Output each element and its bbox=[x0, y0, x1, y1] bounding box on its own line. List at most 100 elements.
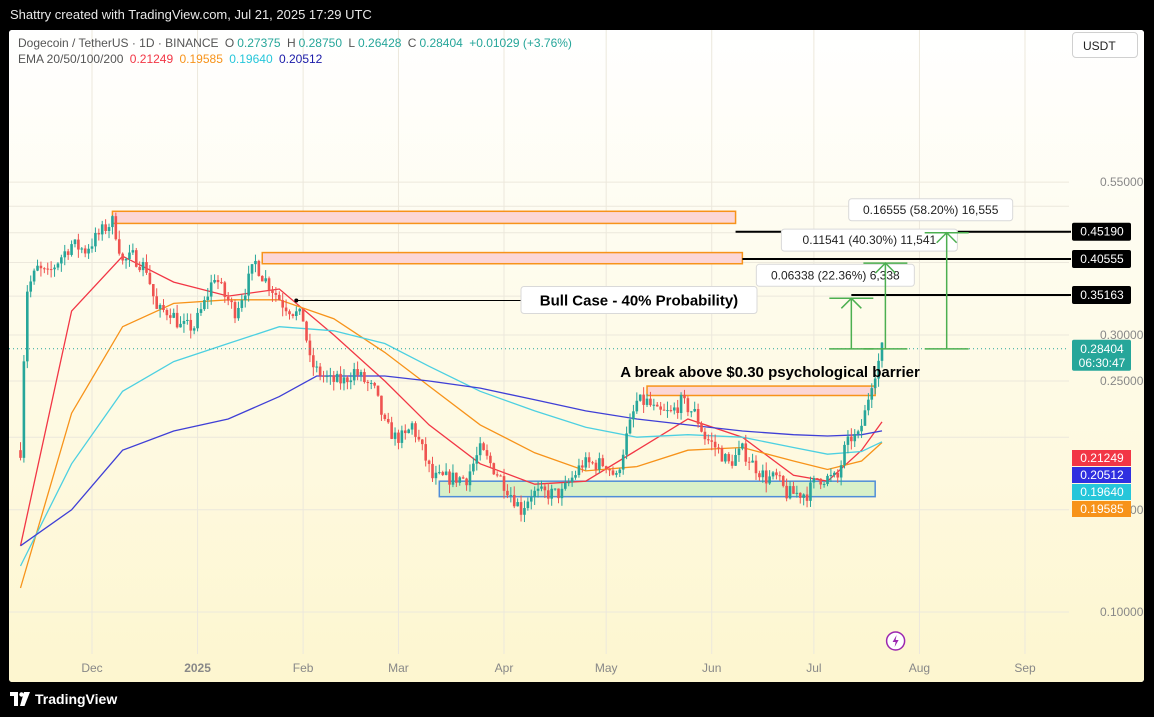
tradingview-logo[interactable]: TradingView bbox=[10, 691, 117, 707]
ema-tag-label: 0.21249 bbox=[1080, 451, 1124, 465]
candle-body bbox=[94, 233, 97, 247]
candle-body bbox=[819, 478, 822, 485]
candle-body bbox=[260, 275, 264, 282]
candle-body bbox=[281, 300, 284, 308]
candle-body bbox=[223, 282, 227, 297]
candle-body bbox=[751, 460, 754, 463]
ema-label[interactable]: EMA 20/50/100/200 bbox=[18, 52, 124, 66]
candle-body bbox=[502, 476, 506, 491]
candle-body bbox=[121, 253, 124, 261]
price-tick-label: 0.25000 bbox=[1100, 374, 1144, 388]
candle-body bbox=[220, 282, 223, 284]
candle-body bbox=[291, 314, 295, 317]
candle-body bbox=[700, 423, 703, 432]
candle-body bbox=[696, 408, 700, 424]
candle-body bbox=[29, 281, 33, 292]
candle-body bbox=[288, 311, 291, 315]
candle-body bbox=[407, 429, 410, 434]
chart-frame[interactable]: Bull Case - 40% Probability) A break abov… bbox=[9, 30, 1144, 682]
candle-body bbox=[581, 465, 584, 468]
candle-body bbox=[519, 502, 523, 515]
candle-body bbox=[863, 410, 867, 426]
candle-body bbox=[836, 472, 840, 478]
candle-body bbox=[584, 457, 588, 468]
time-tick-label: Mar bbox=[388, 661, 409, 675]
time-tick-label: Apr bbox=[495, 661, 514, 675]
candle-body bbox=[329, 375, 332, 377]
ema-tag-label: 0.19585 bbox=[1080, 502, 1124, 516]
candle-body bbox=[39, 265, 43, 269]
candle-body bbox=[49, 269, 53, 271]
candle-body bbox=[267, 278, 271, 291]
candle-body bbox=[867, 399, 870, 411]
candle-body bbox=[134, 250, 138, 267]
candle-body bbox=[192, 328, 196, 331]
target-arrowhead bbox=[936, 231, 958, 244]
ema-tag bbox=[1072, 484, 1131, 500]
candle-body bbox=[233, 302, 237, 319]
candle-body bbox=[250, 264, 254, 274]
symbol-label[interactable]: Dogecoin / TetherUS · 1D · BINANCE bbox=[18, 36, 219, 50]
last-price-tag bbox=[1072, 339, 1131, 371]
candle-body bbox=[226, 296, 230, 301]
candle-body bbox=[53, 267, 56, 270]
candle-body bbox=[124, 258, 128, 261]
candle-body bbox=[499, 475, 502, 477]
candle-body bbox=[540, 486, 543, 489]
candle-body bbox=[243, 295, 247, 301]
candle-body bbox=[216, 279, 220, 283]
candle-body bbox=[359, 372, 363, 376]
candle-body bbox=[523, 508, 526, 515]
candle-body bbox=[308, 340, 312, 356]
candle-body bbox=[158, 304, 162, 309]
target-label: 0.16555 (58.20%) 16,555 bbox=[863, 203, 999, 217]
high-label: H bbox=[286, 36, 296, 50]
currency-button[interactable]: USDT bbox=[1072, 32, 1138, 58]
candle-body bbox=[366, 381, 370, 384]
candle-body bbox=[247, 273, 250, 296]
candle-body bbox=[802, 494, 805, 498]
candle-body bbox=[342, 377, 346, 384]
candle-body bbox=[591, 462, 594, 464]
supply-zone-upper bbox=[111, 210, 737, 225]
candle-body bbox=[615, 473, 618, 475]
candle-body bbox=[90, 246, 94, 249]
candle-body bbox=[475, 455, 479, 464]
candle-body bbox=[645, 398, 649, 405]
candle-body bbox=[512, 494, 516, 507]
candle-body bbox=[189, 319, 193, 331]
target-label: 0.06338 (22.36%) 6,338 bbox=[771, 268, 900, 282]
candle-body bbox=[182, 321, 186, 324]
candle-body bbox=[693, 408, 697, 412]
candle-body bbox=[536, 488, 540, 491]
candle-body bbox=[724, 454, 727, 462]
level-tag-label: 0.45190 bbox=[1080, 225, 1124, 239]
ema100-value: 0.19640 bbox=[229, 52, 273, 66]
price-chart[interactable]: Bull Case - 40% Probability) A break abov… bbox=[9, 30, 1144, 682]
chart-caption: Shattry created with TradingView.com, Ju… bbox=[10, 7, 372, 22]
candle-body bbox=[393, 432, 397, 439]
candle-body bbox=[455, 472, 458, 483]
target-label: 0.11541 (40.30%) 11,541 bbox=[803, 233, 937, 247]
candle-body bbox=[482, 443, 485, 451]
candle-body bbox=[240, 300, 244, 308]
candle-body bbox=[577, 465, 581, 476]
candle-body bbox=[141, 262, 145, 271]
candle-body bbox=[672, 407, 676, 411]
time-tick-label: Aug bbox=[909, 661, 930, 675]
candle-body bbox=[598, 458, 601, 470]
open-label: O bbox=[224, 36, 235, 50]
candle-body bbox=[376, 385, 380, 396]
ema50-value: 0.19585 bbox=[179, 52, 223, 66]
candle-body bbox=[420, 439, 424, 445]
candle-body bbox=[564, 482, 567, 489]
ema-tag-label: 0.19640 bbox=[1080, 485, 1124, 499]
candle-body bbox=[43, 268, 46, 270]
tradingview-logo-icon bbox=[10, 692, 30, 706]
candle-body bbox=[162, 304, 165, 310]
target-arrowhead bbox=[840, 297, 862, 309]
candle-body bbox=[676, 407, 679, 414]
low-value: 0.26428 bbox=[358, 36, 402, 50]
candle-body bbox=[383, 414, 387, 419]
price-tick-label: 0.10000 bbox=[1100, 605, 1144, 619]
